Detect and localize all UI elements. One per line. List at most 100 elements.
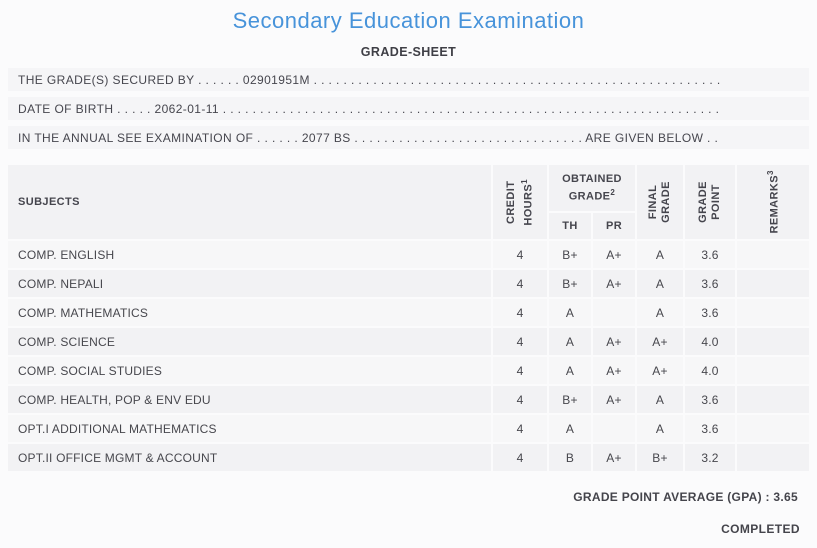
column-header-remarks: REMARKS3 — [737, 165, 809, 239]
credit-hours-cell: 4 — [493, 328, 547, 355]
dotted-leader: . . . . . . . . . . . . . . . . . . . . … — [313, 72, 722, 87]
column-header-grade-point: GRADE POINT — [685, 165, 735, 239]
column-header-pr: PR — [593, 213, 635, 239]
th-grade-cell: A — [549, 328, 591, 355]
subject-cell: OPT.II OFFICE MGMT & ACCOUNT — [8, 444, 491, 471]
remarks-cell — [737, 357, 809, 384]
column-header-subjects: SUBJECTS — [8, 165, 491, 239]
grade-point-cell: 4.0 — [685, 328, 735, 355]
th-grade-cell: B+ — [549, 270, 591, 297]
credit-hours-cell: 4 — [493, 444, 547, 471]
grade-point-cell: 3.6 — [685, 415, 735, 442]
remarks-cell — [737, 241, 809, 268]
table-row: OPT.I ADDITIONAL MATHEMATICS 4 A A 3.6 — [8, 415, 809, 442]
remarks-cell — [737, 386, 809, 413]
info-prefix: IN THE ANNUAL SEE EXAMINATION OF — [18, 130, 254, 145]
column-header-credit-hours: CREDIT HOURS1 — [493, 165, 547, 239]
pr-header-label: PR — [605, 219, 623, 232]
remarks-cell — [737, 299, 809, 326]
table-row: COMP. ENGLISH 4 B+ A+ A 3.6 — [8, 241, 809, 268]
table-body: COMP. ENGLISH 4 B+ A+ A 3.6 COMP. NEPALI… — [8, 241, 809, 471]
th-grade-cell: B+ — [549, 386, 591, 413]
info-line-date-of-birth: DATE OF BIRTH . . . . . 2062-01-11 . . .… — [8, 97, 809, 120]
grade-point-cell: 4.0 — [685, 357, 735, 384]
table-row: COMP. SOCIAL STUDIES 4 A A+ A+ 4.0 — [8, 357, 809, 384]
dotted-leader: . . . . . — [117, 101, 151, 116]
info-prefix: THE GRADE(S) SECURED BY — [18, 72, 195, 87]
grade-point-header-label: GRADE POINT — [696, 181, 722, 223]
credit-hours-cell: 4 — [493, 241, 547, 268]
symbol-number-value: 02901951M — [242, 72, 310, 87]
credit-hours-cell: 4 — [493, 270, 547, 297]
final-grade-cell: A+ — [637, 357, 683, 384]
remarks-cell — [737, 444, 809, 471]
final-grade-cell: A — [637, 241, 683, 268]
remarks-cell — [737, 328, 809, 355]
info-prefix: DATE OF BIRTH — [18, 101, 114, 116]
dotted-leader: . . . . . . . . . . . . . . . . . . . . … — [354, 130, 583, 145]
th-grade-cell: A — [549, 299, 591, 326]
final-grade-cell: A — [637, 299, 683, 326]
table-row: COMP. SCIENCE 4 A A+ A+ 4.0 — [8, 328, 809, 355]
th-grade-cell: B — [549, 444, 591, 471]
subjects-header-label: SUBJECTS — [18, 195, 80, 208]
credit-hours-cell: 4 — [493, 357, 547, 384]
table-row: COMP. MATHEMATICS 4 A A 3.6 — [8, 299, 809, 326]
subject-cell: COMP. HEALTH, POP & ENV EDU — [8, 386, 491, 413]
table-header: SUBJECTS CREDIT HOURS1 OBTAINED GRADE2 T… — [8, 165, 809, 239]
candidate-info-section: THE GRADE(S) SECURED BY . . . . . . 0290… — [0, 68, 817, 149]
final-grade-cell: A+ — [637, 328, 683, 355]
pr-grade-cell — [593, 299, 635, 326]
remarks-cell — [737, 415, 809, 442]
dotted-leader: . . . . . . — [198, 72, 240, 87]
final-grade-cell: A — [637, 270, 683, 297]
credit-hours-cell: 4 — [493, 386, 547, 413]
column-header-obtained-grade: OBTAINED GRADE2 — [549, 165, 635, 211]
table-row: COMP. HEALTH, POP & ENV EDU 4 B+ A+ A 3.… — [8, 386, 809, 413]
pr-grade-cell: A+ — [593, 328, 635, 355]
credit-hours-header-label: CREDIT HOURS1 — [504, 178, 535, 226]
completion-status: COMPLETED — [721, 522, 800, 536]
info-suffix: ARE GIVEN BELOW . . . — [585, 130, 722, 145]
obtained-grade-header-label: OBTAINED GRADE2 — [562, 172, 622, 203]
dotted-leader: . . . . . . — [257, 130, 299, 145]
subject-cell: COMP. SCIENCE — [8, 328, 491, 355]
th-header-label: TH — [562, 219, 578, 232]
info-line-text: IN THE ANNUAL SEE EXAMINATION OF . . . .… — [8, 131, 722, 145]
column-header-final-grade: FINAL GRADE — [637, 165, 683, 239]
date-of-birth-value: 2062-01-11 — [154, 101, 220, 116]
th-grade-cell: A — [549, 357, 591, 384]
final-grade-header-label: FINAL GRADE — [646, 181, 672, 223]
info-line-text: DATE OF BIRTH . . . . . 2062-01-11 . . .… — [8, 102, 722, 116]
subject-cell: COMP. ENGLISH — [8, 241, 491, 268]
subject-cell: OPT.I ADDITIONAL MATHEMATICS — [8, 415, 491, 442]
final-grade-cell: B+ — [637, 444, 683, 471]
grades-table: SUBJECTS CREDIT HOURS1 OBTAINED GRADE2 T… — [8, 165, 809, 471]
subject-cell: COMP. NEPALI — [8, 270, 491, 297]
gpa-summary: GRADE POINT AVERAGE (GPA) : 3.65 — [573, 490, 798, 504]
pr-grade-cell: A+ — [593, 241, 635, 268]
pr-grade-cell: A+ — [593, 386, 635, 413]
th-grade-cell: A — [549, 415, 591, 442]
table-row: COMP. NEPALI 4 B+ A+ A 3.6 — [8, 270, 809, 297]
final-grade-cell: A — [637, 415, 683, 442]
page-title: Secondary Education Examination — [232, 8, 585, 33]
final-grade-cell: A — [637, 386, 683, 413]
info-line-text: THE GRADE(S) SECURED BY . . . . . . 0290… — [8, 73, 722, 87]
column-header-th: TH — [549, 213, 591, 239]
info-line-grades-secured-by: THE GRADE(S) SECURED BY . . . . . . 0290… — [8, 68, 809, 91]
credit-hours-cell: 4 — [493, 415, 547, 442]
info-line-examination-year: IN THE ANNUAL SEE EXAMINATION OF . . . .… — [8, 126, 809, 149]
grade-point-cell: 3.2 — [685, 444, 735, 471]
remarks-cell — [737, 270, 809, 297]
subject-cell: COMP. MATHEMATICS — [8, 299, 491, 326]
grade-point-cell: 3.6 — [685, 386, 735, 413]
grade-point-cell: 3.6 — [685, 299, 735, 326]
grade-point-cell: 3.6 — [685, 241, 735, 268]
subject-cell: COMP. SOCIAL STUDIES — [8, 357, 491, 384]
remarks-header-label: REMARKS3 — [766, 170, 781, 234]
pr-grade-cell: A+ — [593, 270, 635, 297]
dotted-leader: . . . . . . . . . . . . . . . . . . . . … — [222, 101, 722, 116]
grade-sheet-subtitle: GRADE-SHEET — [360, 45, 457, 59]
